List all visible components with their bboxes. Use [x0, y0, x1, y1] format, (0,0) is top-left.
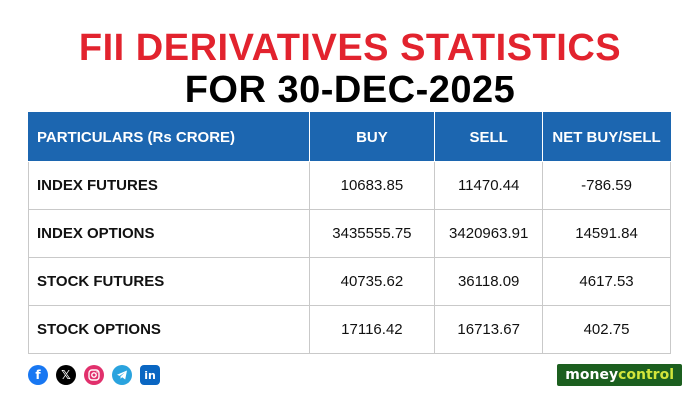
table-row: INDEX OPTIONS 3435555.75 3420963.91 1459…: [28, 209, 671, 258]
social-links: f 𝕏 in: [28, 364, 160, 386]
sell-value: 36118.09: [434, 257, 544, 306]
net-value: 14591.84: [542, 209, 671, 258]
title-line-2: FOR 30-DEC-2025: [184, 69, 516, 111]
sell-value: 16713.67: [434, 305, 544, 354]
net-value: -786.59: [542, 161, 671, 210]
facebook-icon[interactable]: f: [28, 365, 48, 385]
table-header-row: PARTICULARS (Rs CRORE) BUY SELL NET BUY/…: [28, 112, 671, 162]
row-label: INDEX FUTURES: [28, 161, 310, 210]
brand-part-1: money: [565, 367, 619, 383]
derivatives-table: PARTICULARS (Rs CRORE) BUY SELL NET BUY/…: [28, 112, 671, 354]
linkedin-icon[interactable]: in: [140, 365, 160, 385]
sell-value: 11470.44: [434, 161, 544, 210]
table-row: INDEX FUTURES 10683.85 11470.44 -786.59: [28, 161, 671, 210]
buy-value: 40735.62: [308, 257, 436, 306]
header-particulars: PARTICULARS (Rs CRORE): [28, 112, 310, 162]
sell-value: 3420963.91: [434, 209, 544, 258]
buy-value: 10683.85: [308, 161, 436, 210]
table-row: STOCK OPTIONS 17116.42 16713.67 402.75: [28, 305, 671, 354]
row-label: INDEX OPTIONS: [28, 209, 310, 258]
brand-part-2: control: [618, 367, 674, 383]
instagram-icon[interactable]: [84, 365, 104, 385]
net-value: 4617.53: [542, 257, 671, 306]
buy-value: 17116.42: [308, 305, 436, 354]
row-label: STOCK OPTIONS: [28, 305, 310, 354]
buy-value: 3435555.75: [308, 209, 436, 258]
header-sell: SELL: [434, 112, 544, 162]
title-line-1: FII DERIVATIVES STATISTICS: [78, 27, 622, 69]
header-buy: BUY: [308, 112, 436, 162]
telegram-icon[interactable]: [112, 365, 132, 385]
header-net: NET BUY/SELL: [542, 112, 671, 162]
net-value: 402.75: [542, 305, 671, 354]
moneycontrol-logo: money control: [557, 364, 682, 386]
row-label: STOCK FUTURES: [28, 257, 310, 306]
x-icon[interactable]: 𝕏: [56, 365, 76, 385]
table-row: STOCK FUTURES 40735.62 36118.09 4617.53: [28, 257, 671, 306]
